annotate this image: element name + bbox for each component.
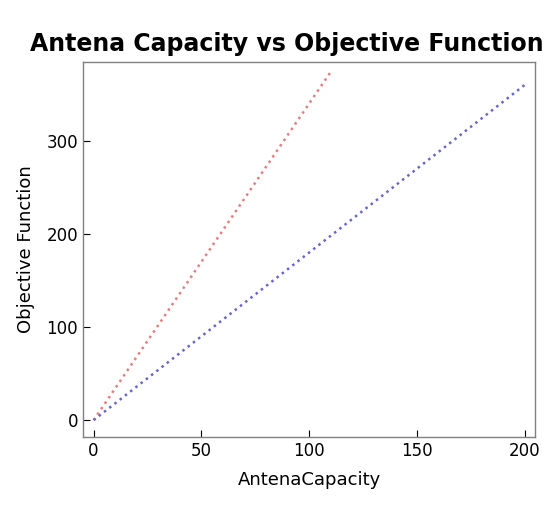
Y-axis label: Objective Function: Objective Function <box>17 166 35 333</box>
X-axis label: AntenaCapacity: AntenaCapacity <box>237 471 381 489</box>
Title: Antena Capacity vs Objective Function: Antena Capacity vs Objective Function <box>30 31 543 56</box>
